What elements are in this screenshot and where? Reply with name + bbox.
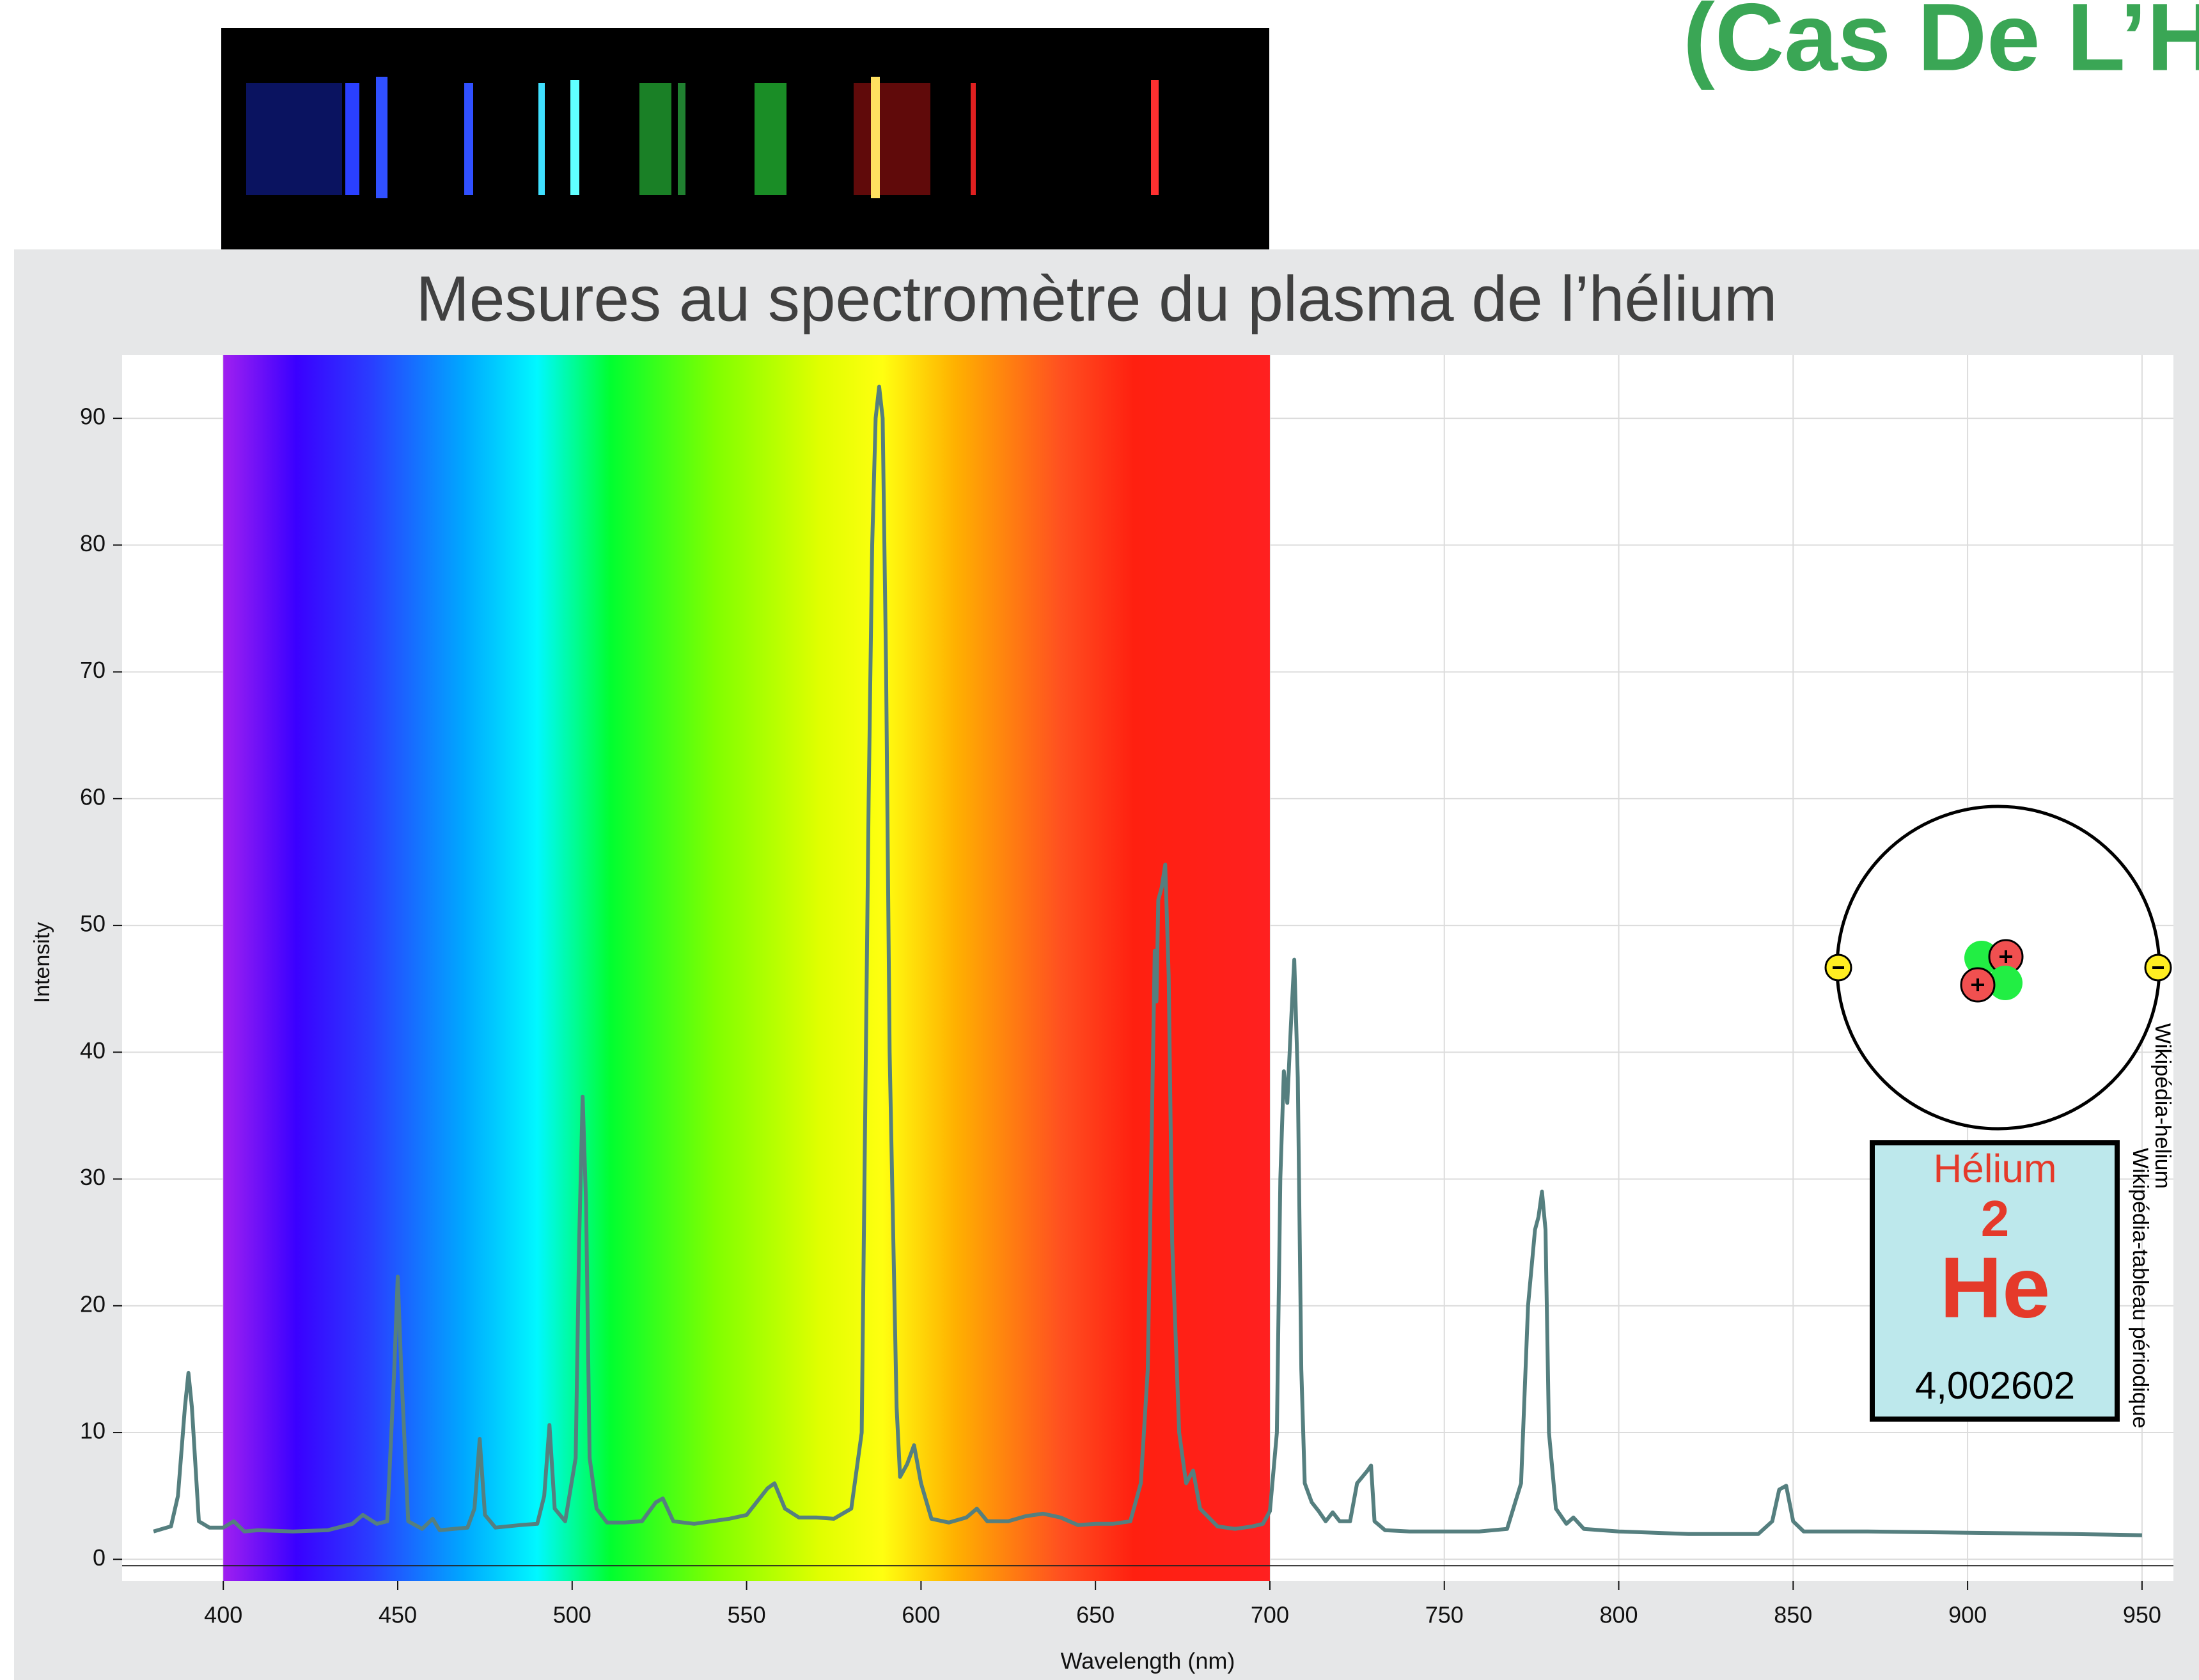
y-tick-label: 80	[80, 530, 106, 556]
element-symbol: He	[1940, 1239, 2051, 1336]
y-axis-label: Intensity	[30, 922, 54, 1003]
visible-spectrum	[223, 355, 1270, 1581]
slide-title: (Cas De L’H	[1683, 0, 2199, 91]
spectrum-photo	[221, 28, 1269, 249]
y-tick-label: 50	[80, 911, 106, 937]
x-tick-label: 650	[1076, 1602, 1115, 1628]
y-tick-label: 10	[80, 1418, 106, 1444]
x-axis-label: Wavelength (nm)	[1061, 1648, 1235, 1674]
element-mass: 4,002602	[1915, 1364, 2075, 1407]
x-tick-label: 600	[902, 1602, 940, 1628]
atom-diagram	[1824, 805, 2172, 1131]
credit: Wikipédia-tableau périodique	[2128, 1148, 2152, 1429]
element-number: 2	[1981, 1190, 2010, 1247]
y-tick-label: 40	[80, 1037, 106, 1064]
y-tick-label: 70	[80, 657, 106, 683]
spectrum-line	[153, 384, 2142, 1537]
x-tick-label: 700	[1251, 1602, 1289, 1628]
x-tick-label: 550	[728, 1602, 766, 1628]
y-tick-label: 20	[80, 1291, 106, 1317]
y-tick-label: 60	[80, 783, 106, 810]
y-tick-label: 30	[80, 1164, 106, 1190]
y-tick-label: 0	[93, 1544, 106, 1571]
chart-title: Mesures au spectromètre du plasma de l’h…	[416, 263, 1778, 334]
x-tick-label: 400	[204, 1602, 242, 1628]
x-tick-label: 450	[379, 1602, 417, 1628]
x-tick-label: 800	[1599, 1602, 1638, 1628]
x-tick-label: 500	[553, 1602, 591, 1628]
x-tick-label: 750	[1425, 1602, 1464, 1628]
credit: Wikipédia-helium	[2150, 1023, 2175, 1189]
plot	[122, 384, 2173, 1567]
element-card	[1870, 1140, 2120, 1422]
x-tick-label: 900	[1948, 1602, 1987, 1628]
x-tick-label: 850	[1774, 1602, 1812, 1628]
x-tick-label: 950	[2123, 1602, 2161, 1628]
y-tick-label: 90	[80, 404, 106, 430]
element-name: Hélium	[1934, 1147, 2057, 1191]
